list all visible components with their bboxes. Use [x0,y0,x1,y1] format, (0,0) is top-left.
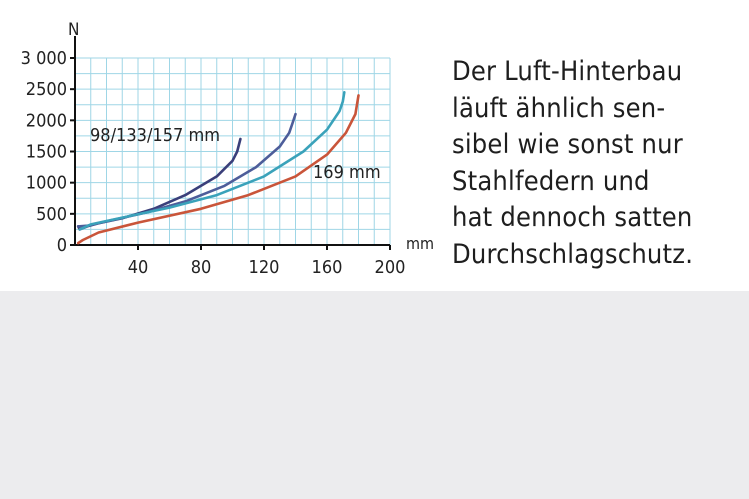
y-tick-label: 2000 [26,110,67,131]
caption-line: sibel wie sonst nur [452,129,683,160]
x-tick-label: 120 [249,257,280,278]
caption-line: Durchschlagschutz. [452,238,694,270]
x-tick-label: 160 [312,257,343,278]
series-line-1 [76,137,242,231]
y-tick-label: 2500 [26,79,67,100]
y-tick-label: 0 [57,235,67,256]
y-axis-label: N [68,20,79,40]
annotation-short-travel: 98/133/157 mm [90,125,220,146]
y-tick-label: 1500 [26,142,67,163]
series-line-3 [78,91,346,231]
caption-line: Der Luft-Hinterbau [452,56,683,87]
annotation-long-travel: 169 mm [313,162,381,183]
x-tick-label: 200 [375,257,406,278]
empty-area [0,291,749,499]
x-axis-label: mm [406,234,434,253]
y-tick-label: 3 000 [21,48,67,69]
caption-line: läuft ähnlich sen- [452,92,666,124]
series-line-4 [76,94,360,245]
caption-text: Der Luft-Hinterbau läuft ähnlich sen- si… [452,54,693,273]
y-tick-label: 500 [36,204,67,225]
x-tick-label: 40 [128,257,149,278]
caption-line: hat dennoch satten [452,202,693,233]
x-tick-label: 80 [191,257,212,278]
spring-curve-chart: 0 500 1000 1500 2000 2500 3 000 40 80 120 160 200 N… [21,20,434,278]
caption-line: Stahlfedern und [452,165,650,197]
figure-panel: 0 500 1000 1500 2000 2500 3 000 40 80 120 160 200 N… [0,0,749,291]
y-tick-label: 1000 [26,173,67,194]
